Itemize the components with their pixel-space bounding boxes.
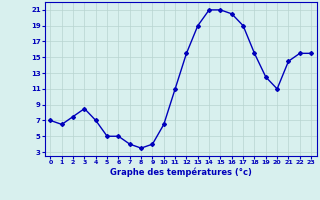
X-axis label: Graphe des températures (°c): Graphe des températures (°c) [110,168,252,177]
